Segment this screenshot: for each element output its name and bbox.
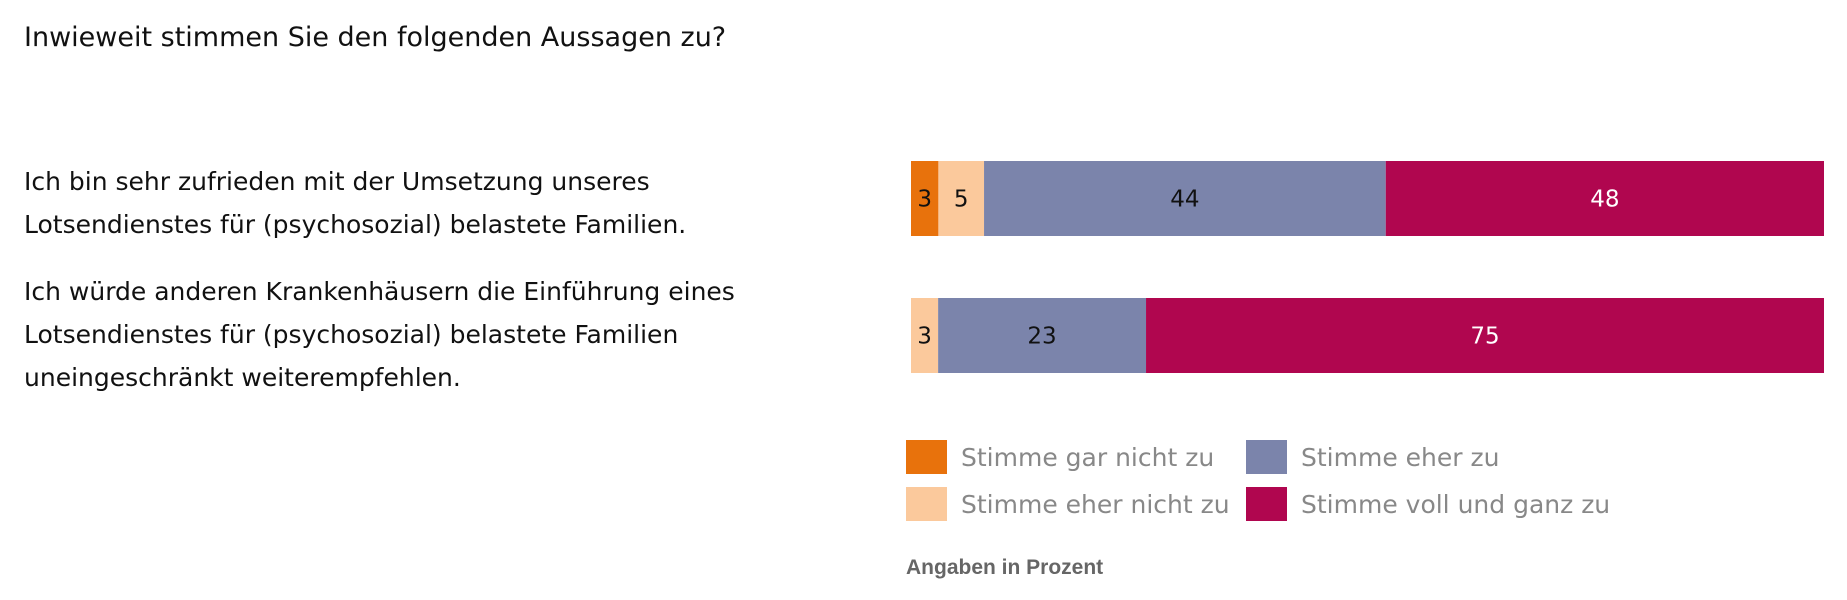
data-label: 75 bbox=[1470, 324, 1499, 350]
unit-note: Angaben in Prozent bbox=[906, 556, 1104, 579]
category-line: Ich bin sehr zufrieden mit der Umsetzung… bbox=[24, 167, 650, 196]
legend-swatch bbox=[1246, 440, 1287, 474]
data-label: 44 bbox=[1170, 187, 1199, 213]
bar-segment bbox=[984, 161, 1386, 236]
bar-segment bbox=[911, 298, 939, 373]
chart-title: Inwieweit stimmen Sie den folgenden Auss… bbox=[24, 22, 727, 53]
legend-label: Stimme gar nicht zu bbox=[961, 442, 1215, 472]
legend-swatch bbox=[906, 487, 947, 521]
data-label: 5 bbox=[954, 187, 969, 213]
legend-item-1: Stimme gar nicht zu bbox=[906, 440, 1214, 474]
bar-segment bbox=[911, 161, 939, 236]
bar-segment bbox=[938, 298, 1147, 373]
bar-segment bbox=[1146, 298, 1824, 373]
bar-segment bbox=[938, 161, 985, 236]
bar-segment bbox=[1385, 161, 1824, 236]
data-label: 48 bbox=[1590, 187, 1619, 213]
data-label: 3 bbox=[917, 324, 932, 350]
category-label-2: Ich würde anderen Krankenhäusern die Ein… bbox=[24, 270, 844, 399]
category-line: Lotsendienstes für (psychosozial) belast… bbox=[24, 210, 687, 239]
legend-swatch bbox=[906, 440, 947, 474]
category-line: Lotsendienstes für (psychosozial) belast… bbox=[24, 320, 679, 349]
legend-swatch bbox=[1246, 487, 1287, 521]
data-label: 3 bbox=[917, 187, 932, 213]
legend-item-2: Stimme eher nicht zu bbox=[906, 487, 1230, 521]
legend-label: Stimme eher nicht zu bbox=[961, 489, 1230, 519]
legend-item-3: Stimme eher zu bbox=[1246, 440, 1499, 474]
legend-item-4: Stimme voll und ganz zu bbox=[1246, 487, 1610, 521]
category-label-1: Ich bin sehr zufrieden mit der Umsetzung… bbox=[24, 160, 844, 246]
category-line: Ich würde anderen Krankenhäusern die Ein… bbox=[24, 277, 735, 306]
legend-label: Stimme voll und ganz zu bbox=[1301, 489, 1611, 519]
legend-label: Stimme eher zu bbox=[1301, 442, 1500, 472]
data-label: 23 bbox=[1027, 324, 1056, 350]
category-line: uneingeschränkt weiterempfehlen. bbox=[24, 363, 461, 392]
